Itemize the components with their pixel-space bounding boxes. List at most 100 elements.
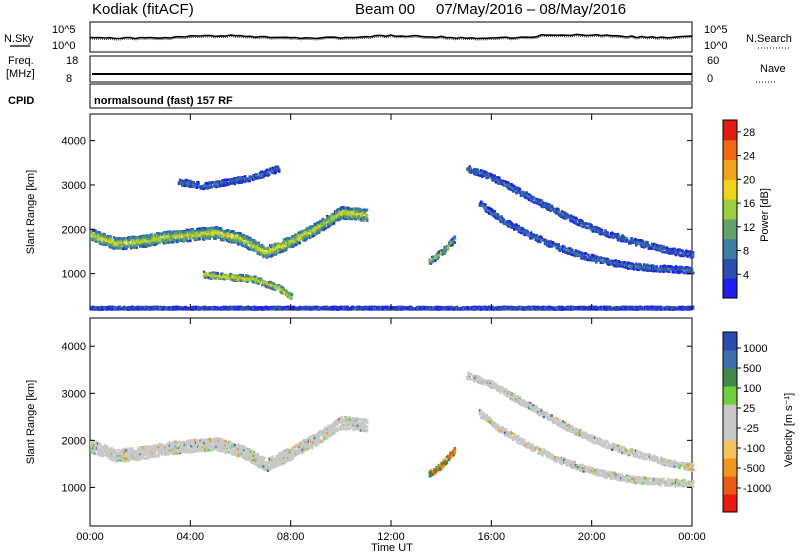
data-cell xyxy=(513,190,516,193)
data-cell xyxy=(214,237,217,240)
noise-panel: N.Sky 10^5 10^0 10^5 10^0 N.Search xyxy=(4,21,792,53)
data-cell xyxy=(344,210,347,213)
data-cell xyxy=(235,236,239,239)
data-cell xyxy=(285,248,288,251)
data-cell xyxy=(133,246,136,249)
data-cell xyxy=(263,280,266,283)
data-cell xyxy=(207,235,210,238)
data-cell xyxy=(137,241,141,244)
data-cell xyxy=(95,232,99,235)
noise-tick-top-right: 10^5 xyxy=(704,24,728,36)
data-cell xyxy=(221,272,224,276)
data-cell xyxy=(264,170,267,173)
data-cell xyxy=(365,216,369,220)
data-cell xyxy=(686,254,689,257)
beam-label: Beam 00 xyxy=(355,1,415,18)
data-cell xyxy=(362,218,365,221)
cpid-panel: CPID normalsound (fast) 157 RF xyxy=(8,83,693,109)
data-cell xyxy=(551,206,555,209)
data-cell xyxy=(688,250,691,253)
freq-label: Freq. xyxy=(8,55,34,67)
data-cell xyxy=(292,239,296,243)
data-cell xyxy=(277,251,280,254)
data-cell xyxy=(237,181,240,185)
noise-sky-series xyxy=(89,33,693,40)
data-cell xyxy=(161,239,165,242)
data-cell xyxy=(329,223,332,226)
data-cell xyxy=(435,253,438,256)
data-cell xyxy=(192,185,195,188)
data-cell xyxy=(277,165,280,169)
data-cell xyxy=(587,258,590,262)
data-cell xyxy=(292,237,296,241)
data-cell xyxy=(365,213,369,217)
data-cell xyxy=(615,236,618,239)
data-cell xyxy=(505,184,508,187)
data-cell xyxy=(637,264,640,268)
data-cell xyxy=(196,186,199,189)
data-cell xyxy=(339,208,343,212)
data-cell xyxy=(591,256,595,260)
data-cell xyxy=(246,240,249,243)
data-cell xyxy=(282,244,286,248)
data-cell xyxy=(486,176,490,179)
data-cell xyxy=(655,265,658,268)
data-cell xyxy=(645,267,648,271)
data-cell xyxy=(207,182,210,185)
data-cell xyxy=(665,248,669,251)
data-cell xyxy=(344,206,347,210)
data-cell xyxy=(305,235,308,239)
data-cell xyxy=(143,234,146,238)
data-cell xyxy=(150,242,153,246)
data-cell xyxy=(292,242,296,246)
data-cell xyxy=(479,174,483,178)
data-cell xyxy=(216,272,219,275)
data-cell xyxy=(432,260,435,263)
data-cell xyxy=(516,227,519,231)
data-cell xyxy=(237,231,240,235)
data-cell xyxy=(436,257,439,260)
data-cell xyxy=(192,181,195,184)
data-cell xyxy=(334,215,337,218)
data-cell xyxy=(592,225,596,229)
data-cell xyxy=(150,240,153,244)
data-cell xyxy=(487,212,491,215)
data-cell xyxy=(290,296,294,300)
data-cell xyxy=(267,283,271,287)
data-cell xyxy=(123,244,126,247)
data-cell xyxy=(158,241,161,244)
data-cell xyxy=(562,213,565,217)
data-cell xyxy=(125,247,128,250)
data-cell xyxy=(637,268,640,272)
data-cell xyxy=(563,247,566,251)
data-cell xyxy=(656,248,660,252)
data-cell xyxy=(571,253,574,257)
data-cell xyxy=(342,206,345,209)
data-cell xyxy=(617,234,621,238)
data-cell xyxy=(297,231,300,235)
data-cell xyxy=(646,241,649,244)
data-cell xyxy=(243,244,247,248)
data-cell xyxy=(526,196,530,200)
data-cell xyxy=(286,291,289,294)
data-cell xyxy=(628,261,631,265)
data-cell xyxy=(182,239,185,242)
data-cell xyxy=(186,233,190,236)
data-cell xyxy=(584,252,588,255)
data-cell xyxy=(363,211,366,214)
data-cell xyxy=(264,284,267,287)
data-cell xyxy=(548,203,551,207)
data-cell xyxy=(300,230,304,234)
data-cell xyxy=(149,237,152,240)
data-cell xyxy=(186,235,190,238)
data-cell xyxy=(199,228,202,231)
data-cell xyxy=(614,259,617,262)
data-cell xyxy=(178,233,182,237)
data-cell xyxy=(652,264,655,267)
data-cell xyxy=(299,237,303,241)
data-cell xyxy=(267,173,271,176)
data-cell xyxy=(220,229,223,232)
data-cell xyxy=(517,226,520,229)
data-cell xyxy=(302,229,305,233)
data-cell xyxy=(207,272,210,276)
